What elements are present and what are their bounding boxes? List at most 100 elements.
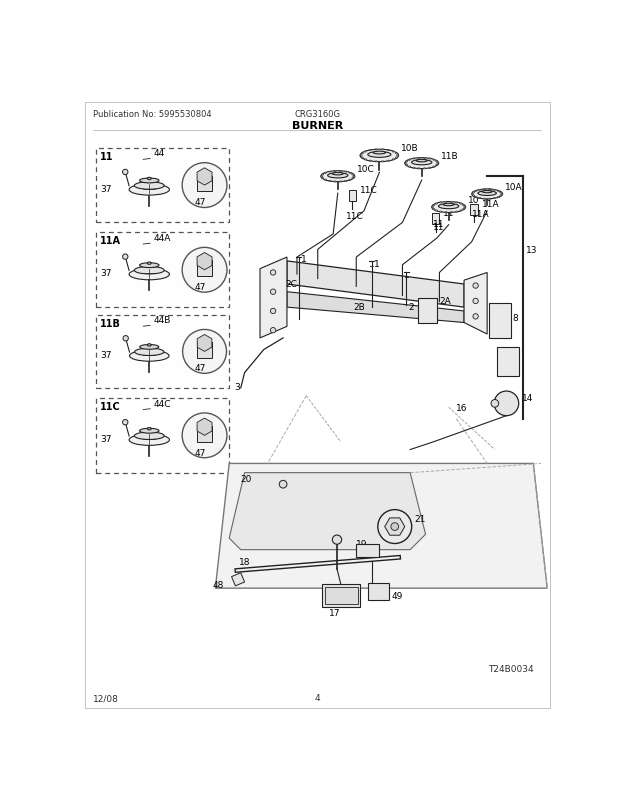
Bar xyxy=(322,585,360,608)
Ellipse shape xyxy=(349,173,352,174)
Text: 47: 47 xyxy=(195,198,206,207)
Text: 11C: 11C xyxy=(346,212,364,221)
Ellipse shape xyxy=(478,192,497,196)
Ellipse shape xyxy=(329,172,331,173)
Ellipse shape xyxy=(332,173,343,176)
Ellipse shape xyxy=(148,428,151,431)
Ellipse shape xyxy=(369,151,371,152)
Text: 49: 49 xyxy=(392,592,403,601)
Ellipse shape xyxy=(353,176,355,177)
Ellipse shape xyxy=(489,199,491,200)
Ellipse shape xyxy=(140,263,159,268)
Ellipse shape xyxy=(443,204,454,206)
Text: 2B: 2B xyxy=(353,302,365,311)
Ellipse shape xyxy=(472,196,474,197)
Polygon shape xyxy=(229,473,425,550)
Ellipse shape xyxy=(433,167,435,168)
Ellipse shape xyxy=(388,161,389,162)
Text: 15: 15 xyxy=(497,353,508,363)
Text: 13: 13 xyxy=(526,245,538,254)
Ellipse shape xyxy=(445,202,447,203)
Text: 44A: 44A xyxy=(154,234,171,243)
Ellipse shape xyxy=(334,181,336,183)
Text: 10C: 10C xyxy=(357,164,374,174)
Ellipse shape xyxy=(396,154,397,155)
Circle shape xyxy=(491,400,498,407)
Circle shape xyxy=(270,309,276,314)
Ellipse shape xyxy=(432,207,434,209)
Ellipse shape xyxy=(339,171,342,172)
Ellipse shape xyxy=(494,190,495,191)
Ellipse shape xyxy=(482,191,492,193)
Text: 11: 11 xyxy=(433,219,445,229)
Ellipse shape xyxy=(460,211,462,212)
Text: 2: 2 xyxy=(409,302,414,311)
Ellipse shape xyxy=(428,168,431,169)
Text: 44C: 44C xyxy=(154,399,171,408)
Bar xyxy=(470,205,478,216)
Bar xyxy=(348,191,356,201)
Text: 48: 48 xyxy=(213,580,224,589)
Bar xyxy=(489,304,511,338)
Polygon shape xyxy=(231,573,245,586)
Circle shape xyxy=(270,328,276,334)
Circle shape xyxy=(378,510,412,544)
Ellipse shape xyxy=(322,175,324,176)
Ellipse shape xyxy=(388,151,389,152)
Ellipse shape xyxy=(408,160,410,161)
Ellipse shape xyxy=(471,194,474,195)
Ellipse shape xyxy=(428,159,431,160)
Text: 11: 11 xyxy=(443,209,454,217)
Text: 21: 21 xyxy=(414,514,425,523)
Ellipse shape xyxy=(148,178,151,180)
Text: 11C: 11C xyxy=(360,185,378,195)
Ellipse shape xyxy=(489,189,491,191)
Ellipse shape xyxy=(369,161,371,162)
Circle shape xyxy=(473,283,478,289)
Text: 47: 47 xyxy=(195,364,206,373)
Ellipse shape xyxy=(436,165,438,166)
Text: 44: 44 xyxy=(154,149,165,158)
Ellipse shape xyxy=(450,202,453,203)
Ellipse shape xyxy=(368,152,391,158)
Ellipse shape xyxy=(375,161,378,163)
Text: 11A: 11A xyxy=(482,200,499,209)
Circle shape xyxy=(332,536,342,545)
Ellipse shape xyxy=(479,190,481,191)
Bar xyxy=(197,427,213,442)
Ellipse shape xyxy=(405,165,408,166)
Text: 44B: 44B xyxy=(154,316,171,325)
FancyBboxPatch shape xyxy=(96,315,229,388)
Ellipse shape xyxy=(475,197,477,198)
Ellipse shape xyxy=(321,172,355,183)
Bar xyxy=(197,342,212,358)
Ellipse shape xyxy=(129,435,169,446)
Text: 11A: 11A xyxy=(472,210,489,219)
FancyBboxPatch shape xyxy=(96,399,229,473)
Circle shape xyxy=(182,248,227,293)
Ellipse shape xyxy=(322,178,324,180)
Ellipse shape xyxy=(463,205,465,206)
Ellipse shape xyxy=(497,197,500,198)
Text: 37: 37 xyxy=(100,184,112,193)
Ellipse shape xyxy=(435,211,438,212)
Ellipse shape xyxy=(327,173,348,179)
Ellipse shape xyxy=(135,183,164,190)
Ellipse shape xyxy=(440,203,442,204)
Bar xyxy=(197,261,213,277)
Ellipse shape xyxy=(416,160,427,163)
Text: 11B: 11B xyxy=(100,318,121,329)
Text: 19: 19 xyxy=(356,539,368,549)
Text: 20: 20 xyxy=(241,474,252,483)
Ellipse shape xyxy=(463,209,465,210)
Circle shape xyxy=(391,523,399,531)
FancyBboxPatch shape xyxy=(96,233,229,308)
Ellipse shape xyxy=(435,204,438,205)
Text: 37: 37 xyxy=(100,434,112,444)
Text: 2A: 2A xyxy=(440,296,451,306)
Ellipse shape xyxy=(345,172,347,173)
Circle shape xyxy=(473,314,478,320)
Text: 14: 14 xyxy=(522,393,533,402)
Ellipse shape xyxy=(130,351,169,362)
Text: 47: 47 xyxy=(195,283,206,292)
